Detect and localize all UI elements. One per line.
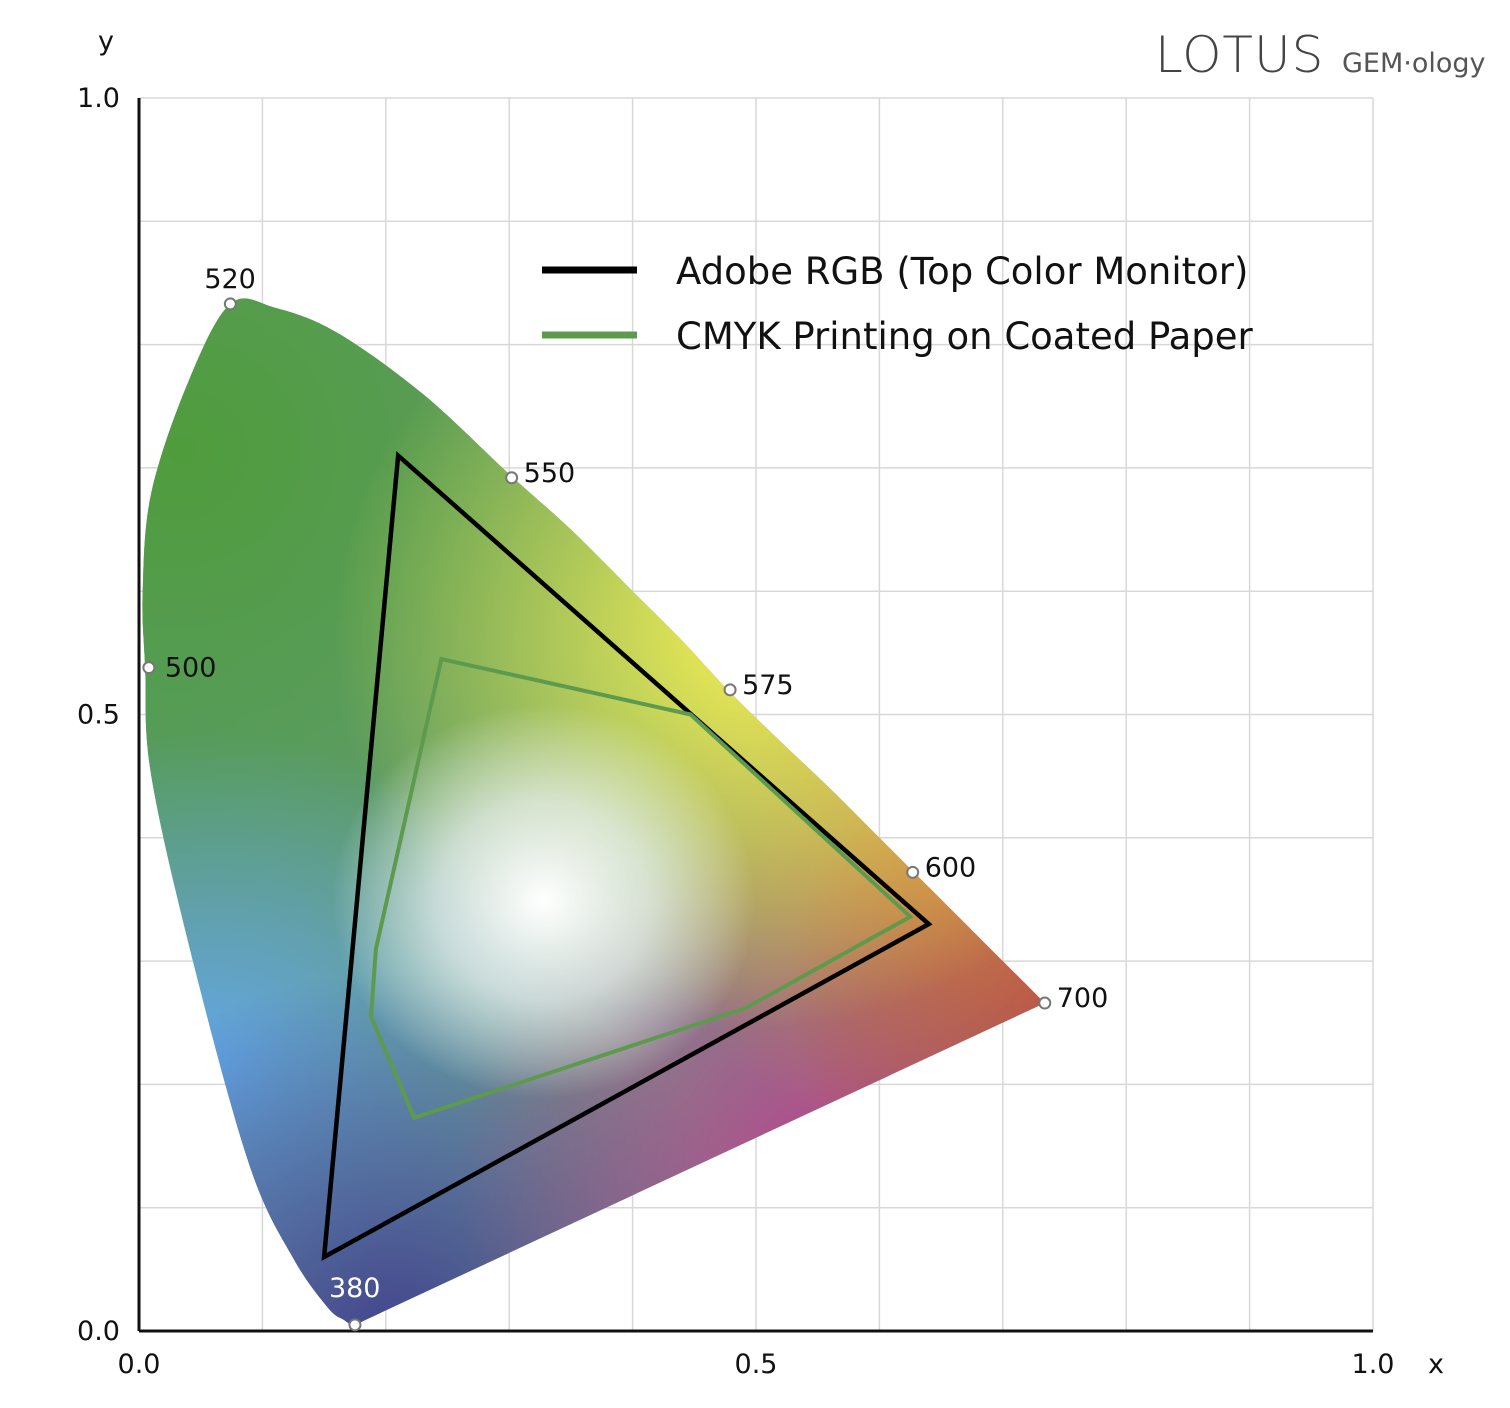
- tick-labels: 0.0 0.5 1.0 0.0 0.5 1.0: [77, 83, 1394, 1380]
- axes: [137, 98, 1373, 1333]
- cmyk-gamut: [368, 656, 914, 1121]
- wavelength-marker-dot: [223, 297, 237, 311]
- x-axis-label: x: [1428, 1349, 1444, 1380]
- y-tick-label: 1.0: [77, 83, 120, 114]
- wavelength-marker-dot: [906, 865, 920, 879]
- legend-label-cmyk: CMYK Printing on Coated Paper: [676, 315, 1254, 358]
- wavelength-markers: 380 500 520 550 575 600 700: [142, 264, 1109, 1332]
- brand-logo-main: LOTUS: [1155, 26, 1324, 84]
- wavelength-marker-dot: [723, 683, 737, 697]
- wavelength-marker-dot: [1038, 996, 1052, 1010]
- legend-label-adobe-rgb: Adobe RGB (Top Color Monitor): [676, 250, 1248, 293]
- wavelength-label: 520: [204, 264, 256, 295]
- wavelength-label: 550: [524, 458, 576, 489]
- wavelength-label: 575: [742, 670, 794, 701]
- adobe-rgb-gamut: [321, 450, 933, 1262]
- y-axis-label: y: [98, 26, 114, 57]
- legend: Adobe RGB (Top Color Monitor) CMYK Print…: [542, 250, 1254, 358]
- wavelength-label: 380: [329, 1273, 381, 1304]
- brand-logo: LOTUS GEM·ology: [1155, 26, 1486, 84]
- wavelength-label: 700: [1057, 983, 1109, 1014]
- x-tick-label: 0.5: [735, 1349, 778, 1380]
- wavelength-marker-dot: [348, 1318, 362, 1332]
- wavelength-label: 600: [925, 852, 977, 883]
- wavelength-marker-dot: [505, 471, 519, 485]
- wavelength-label: 500: [165, 653, 217, 684]
- x-tick-label: 1.0: [1352, 1349, 1395, 1380]
- y-tick-label: 0.5: [77, 700, 120, 731]
- x-tick-label: 0.0: [118, 1349, 161, 1380]
- gamut-series: [321, 450, 933, 1262]
- wavelength-marker-dot: [142, 661, 156, 675]
- y-tick-label: 0.0: [77, 1316, 120, 1347]
- brand-logo-sub: GEM·ology: [1342, 48, 1486, 79]
